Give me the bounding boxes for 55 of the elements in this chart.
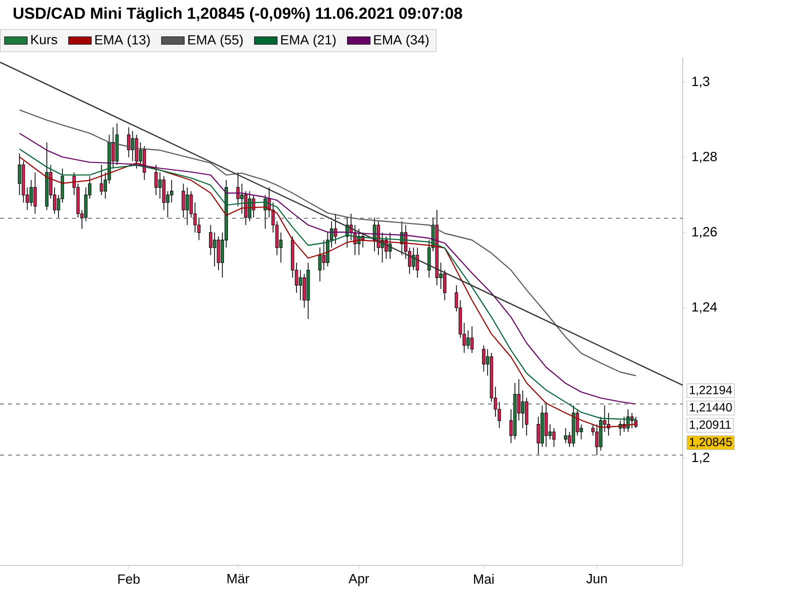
x-tick-label: Apr [348,574,370,586]
candlestick [182,183,185,218]
candlestick [130,130,134,162]
candlestick [298,270,302,301]
legend-label: EMA (13) [95,34,150,48]
candlestick [216,236,220,271]
legend-label: EMA (34) [374,34,429,48]
x-tick-label: Mär [228,574,250,584]
candlestick [158,172,162,200]
x-tick-label: Jun [586,574,607,584]
candlestick [595,424,598,456]
candlestick [142,146,146,180]
legend-label: EMA (21) [281,34,336,48]
candlestick [186,187,189,226]
y-tick-label: 1,2 [692,452,710,464]
text: 1,20845 [690,438,732,448]
candlestick [33,172,37,214]
candlestick [212,232,216,267]
candlestick [30,180,33,207]
candlestick [162,176,166,210]
candlestick [544,401,548,448]
candlestick [18,153,22,196]
x-tick-label: Mai [474,574,494,584]
candlestick [170,180,174,203]
candlestick [416,247,420,278]
candlestick [127,126,130,158]
candlestick [134,134,138,170]
candlestick [302,274,306,308]
y-tick-label: 1,3 [692,76,710,88]
candlestick [536,416,540,455]
legend-label: EMA (55) [188,34,243,48]
candlestick [100,164,104,196]
x-tick-label: Feb [118,574,140,584]
text: 1,20911 [690,420,731,430]
candlestick [521,390,524,428]
y-tick-label: 1,26 [692,227,717,238]
legend-label: Kurs [31,34,58,44]
text: 1,21440 [690,403,732,413]
y-tick-label: 1,24 [692,302,717,314]
candlestick [470,326,474,354]
candlestick [466,330,470,350]
candlestick [318,247,322,282]
candlestick [443,270,446,301]
candlestick [248,190,252,222]
y-tick-label: 1,28 [692,152,717,163]
candlestick [240,183,244,214]
chart-title: USD/CAD Mini Täglich 1,20845 (-0,09%) 11.06.2021 09:07:08 [14,7,462,22]
candlestick [322,240,326,271]
candlestick [482,344,486,372]
text: 1,22194 [690,386,732,396]
candlestick [564,428,568,444]
candlestick [197,217,201,240]
candlestick [525,398,528,436]
candlestick [552,428,556,448]
candlestick [154,164,158,196]
